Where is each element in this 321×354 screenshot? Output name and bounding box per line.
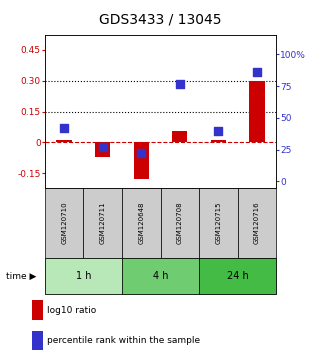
Point — [216, 128, 221, 133]
Text: 1 h: 1 h — [76, 271, 91, 281]
Text: GSM120715: GSM120715 — [215, 202, 221, 244]
Text: 24 h: 24 h — [227, 271, 248, 281]
Bar — [31, 301, 43, 320]
Text: log10 ratio: log10 ratio — [47, 306, 97, 315]
Bar — [249, 81, 265, 142]
Bar — [134, 142, 149, 179]
Point — [254, 69, 259, 75]
Text: time ▶: time ▶ — [6, 272, 37, 281]
Bar — [31, 331, 43, 350]
Bar — [45, 258, 122, 294]
Bar — [122, 188, 160, 258]
Bar — [56, 140, 72, 142]
Text: 4 h: 4 h — [153, 271, 168, 281]
Bar — [95, 142, 110, 157]
Text: percentile rank within the sample: percentile rank within the sample — [47, 336, 200, 345]
Bar — [199, 258, 276, 294]
Text: GSM120710: GSM120710 — [61, 202, 67, 244]
Text: GSM120708: GSM120708 — [177, 202, 183, 244]
Bar — [211, 140, 226, 142]
Bar — [172, 131, 187, 142]
Point — [177, 81, 182, 86]
Bar — [45, 188, 83, 258]
Point — [139, 150, 144, 156]
Bar — [160, 188, 199, 258]
Text: GSM120711: GSM120711 — [100, 202, 106, 244]
Point — [100, 144, 105, 150]
Text: GSM120648: GSM120648 — [138, 202, 144, 244]
Bar — [199, 188, 238, 258]
Bar — [83, 188, 122, 258]
Bar — [122, 258, 199, 294]
Text: GDS3433 / 13045: GDS3433 / 13045 — [99, 12, 222, 27]
Point — [62, 125, 67, 131]
Text: GSM120716: GSM120716 — [254, 202, 260, 244]
Bar — [238, 188, 276, 258]
